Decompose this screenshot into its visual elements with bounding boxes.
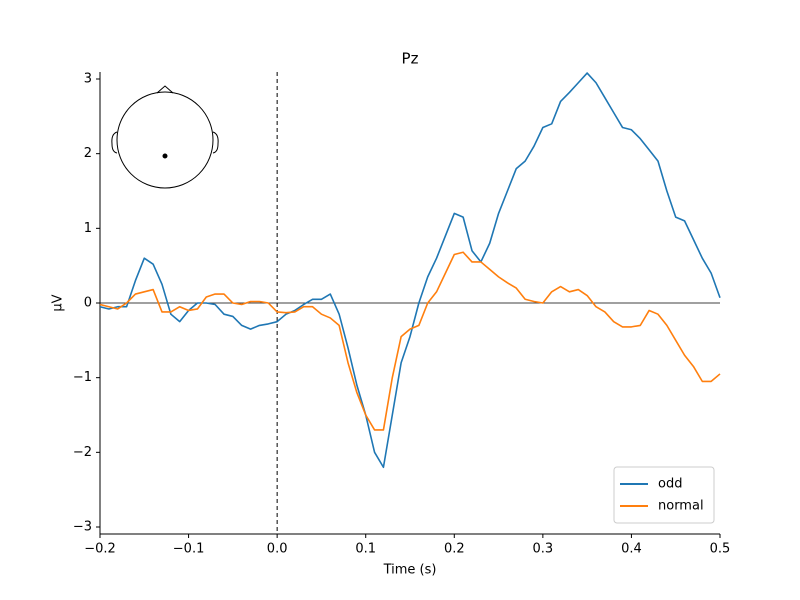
- legend-label: odd: [658, 477, 682, 492]
- y-axis-label: µV: [51, 294, 66, 311]
- series-line: [99, 251, 721, 431]
- x-tick-label: 0.3: [533, 542, 554, 557]
- y-tick-label: 0: [84, 296, 92, 311]
- x-tick-label: −0.1: [173, 542, 205, 557]
- x-tick-label: 0.0: [267, 542, 288, 557]
- x-axis-label: Time (s): [383, 563, 437, 578]
- x-tick-label: 0.2: [444, 542, 465, 557]
- legend-box: [613, 466, 715, 524]
- y-tick-label: −3: [73, 520, 92, 535]
- y-tick-label: 3: [84, 72, 92, 87]
- y-tick-label: 1: [84, 221, 92, 236]
- legend-label: normal: [658, 499, 704, 514]
- chart-title: Pz: [402, 50, 419, 68]
- series-line: [99, 72, 721, 469]
- x-tick-label: 0.5: [710, 542, 731, 557]
- x-tick-label: 0.1: [355, 542, 376, 557]
- y-tick-label: 2: [84, 146, 92, 161]
- x-tick-label: −0.2: [84, 542, 116, 557]
- y-tick-label: −1: [73, 370, 92, 385]
- y-tick-label: −2: [73, 445, 92, 460]
- x-tick-label: 0.4: [621, 542, 642, 557]
- head-inset: [111, 85, 219, 189]
